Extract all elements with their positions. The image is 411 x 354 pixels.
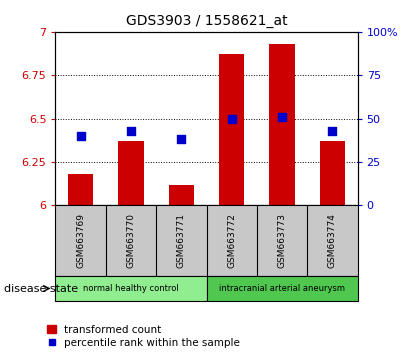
Text: GSM663771: GSM663771 — [177, 213, 186, 268]
Text: GSM663769: GSM663769 — [76, 213, 85, 268]
Point — [279, 114, 285, 120]
Bar — [55, 276, 206, 301]
Bar — [169, 184, 194, 205]
Point — [128, 128, 134, 133]
Text: GSM663774: GSM663774 — [328, 213, 337, 268]
Text: GSM663770: GSM663770 — [127, 213, 136, 268]
Text: GSM663772: GSM663772 — [227, 213, 236, 268]
Text: normal healthy control: normal healthy control — [83, 284, 179, 293]
Bar — [68, 174, 93, 205]
Title: GDS3903 / 1558621_at: GDS3903 / 1558621_at — [126, 14, 287, 28]
Bar — [270, 44, 295, 205]
Point — [77, 133, 84, 139]
Bar — [320, 141, 345, 205]
Text: disease state: disease state — [4, 284, 78, 293]
Text: GSM663773: GSM663773 — [277, 213, 286, 268]
Bar — [118, 141, 143, 205]
Legend: transformed count, percentile rank within the sample: transformed count, percentile rank withi… — [46, 324, 241, 349]
Point — [178, 137, 185, 142]
Bar — [219, 55, 244, 205]
Point — [329, 128, 336, 133]
Point — [229, 116, 235, 121]
Bar — [206, 276, 358, 301]
Text: intracranial arterial aneurysm: intracranial arterial aneurysm — [219, 284, 345, 293]
